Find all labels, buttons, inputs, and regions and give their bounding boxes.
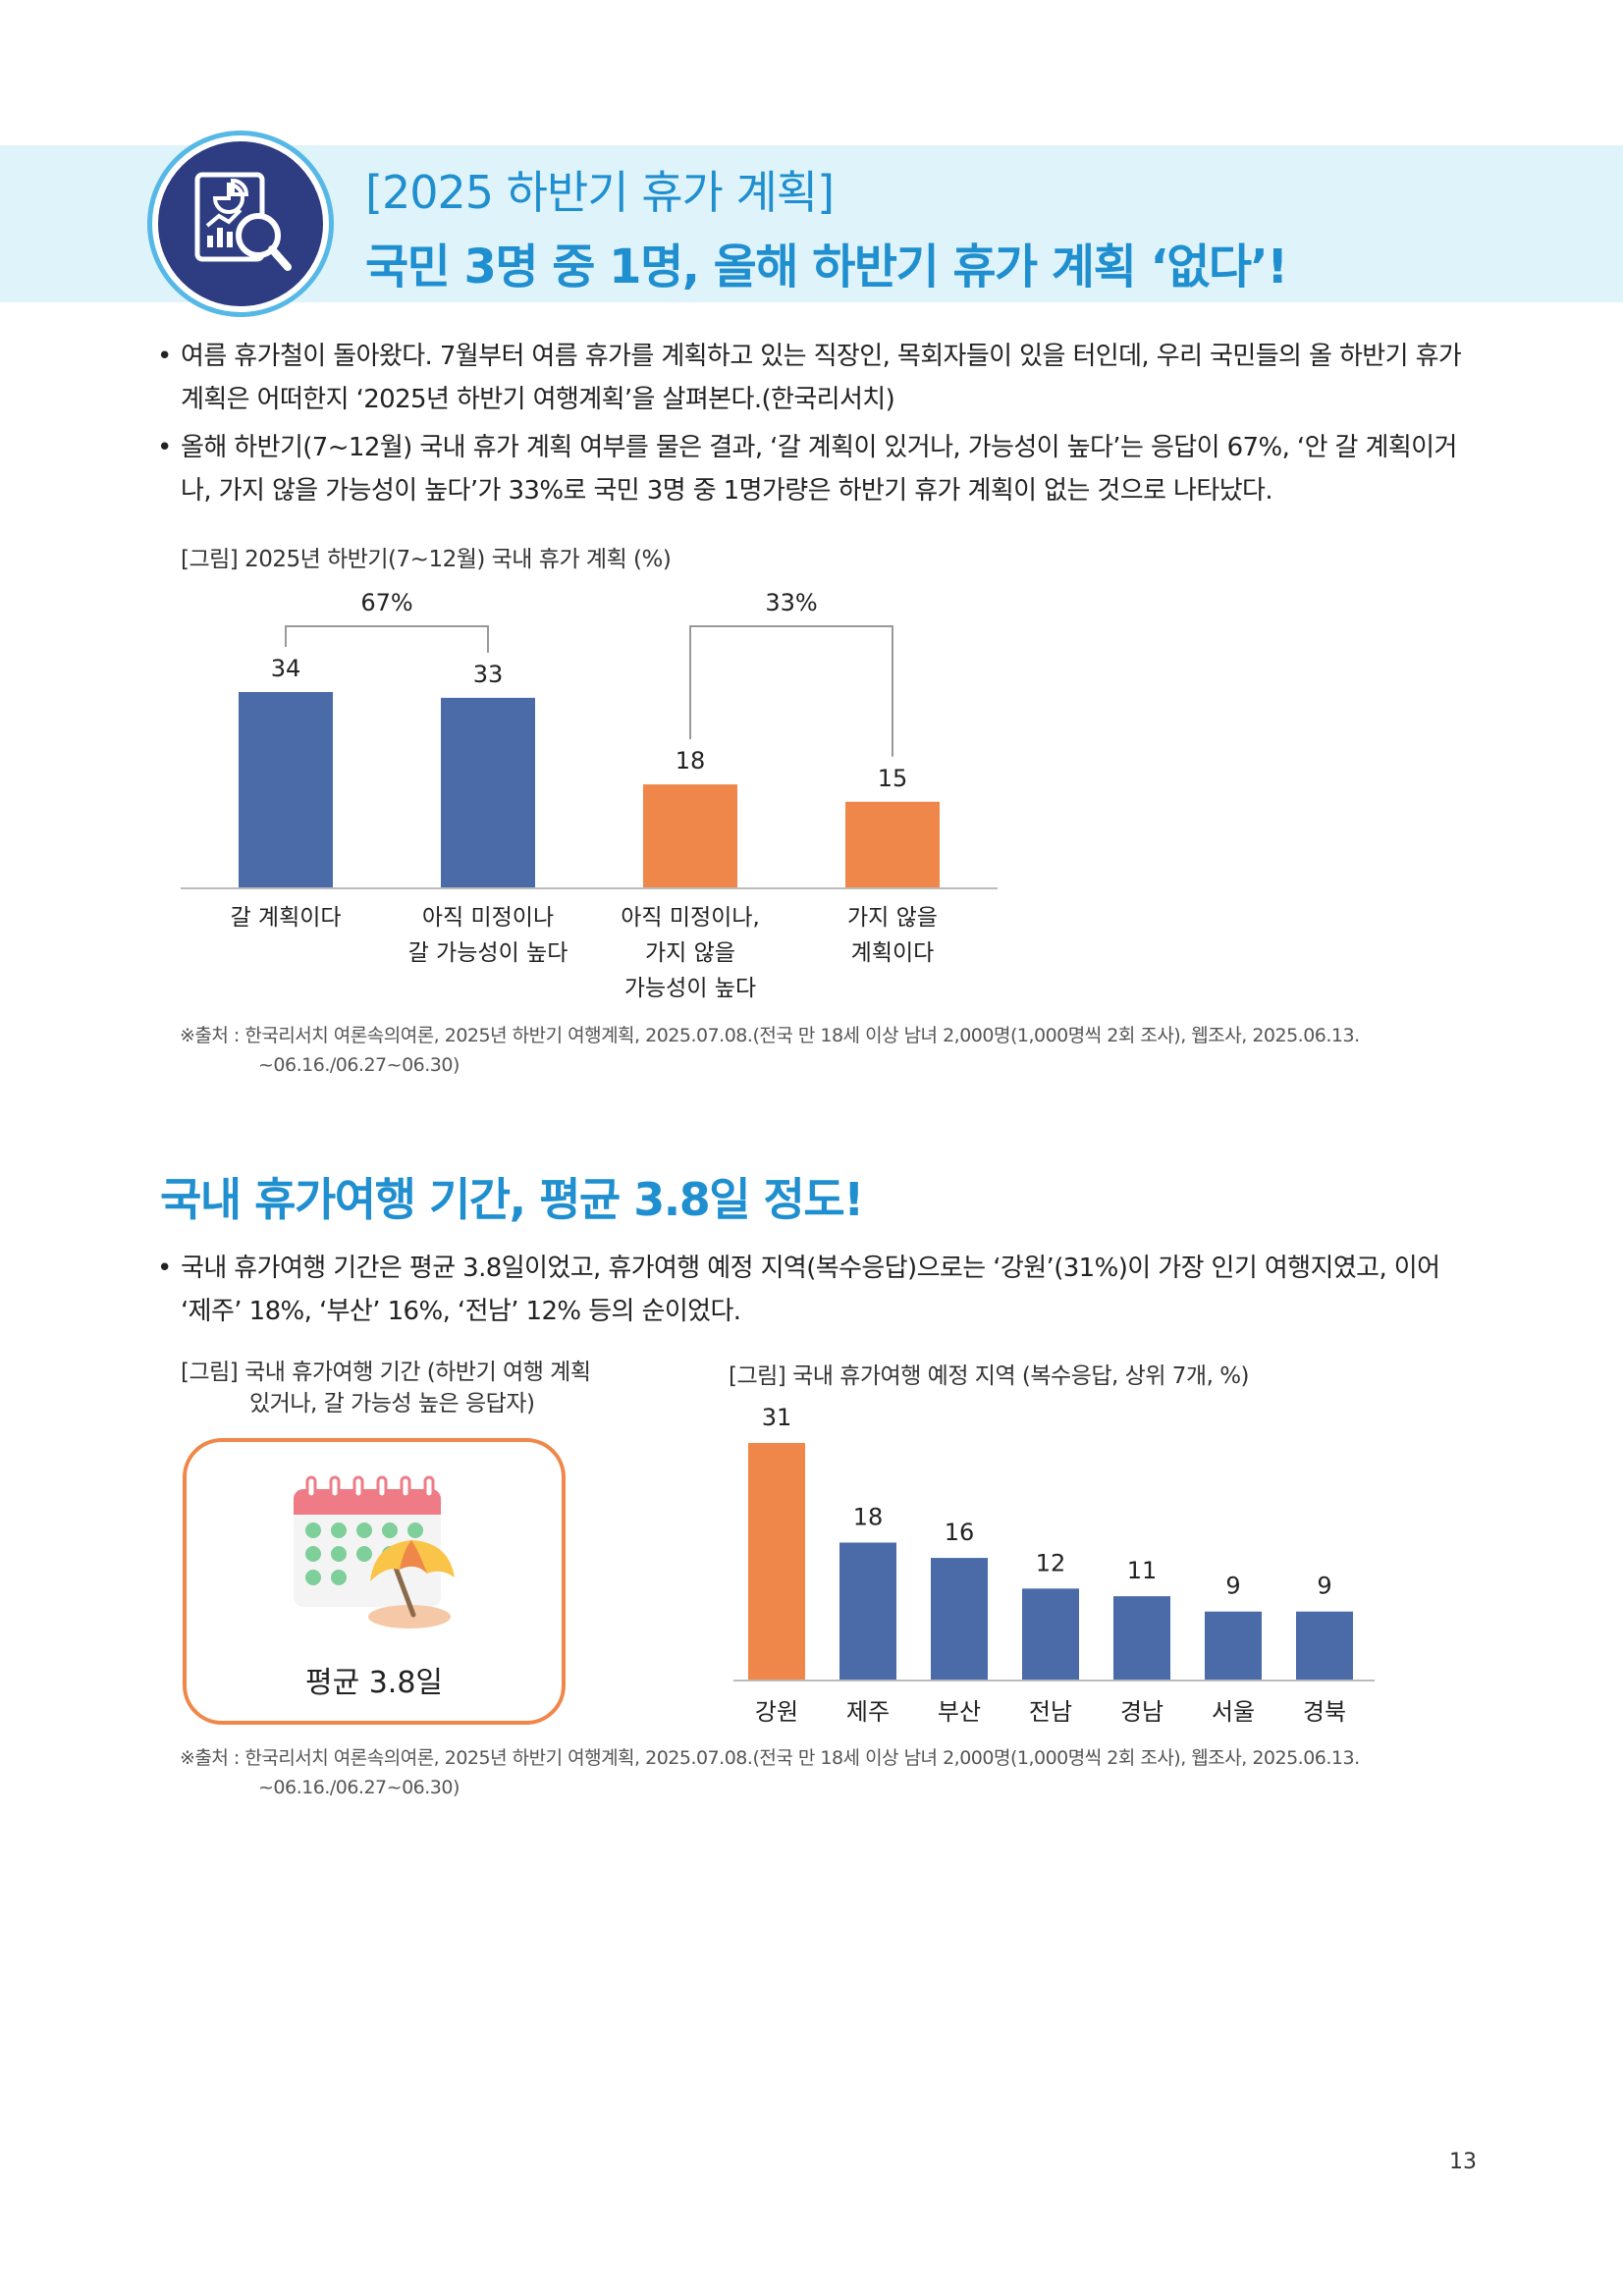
figure2-caption: [그림] 국내 휴가여행 기간 (하반기 여행 계획 있거나, 갈 가능성 높은…	[181, 1357, 591, 1419]
category-label: 경북	[1303, 1698, 1346, 1726]
intro-bullet-2: • 올해 하반기(7~12월) 국내 휴가 계획 여부를 물은 결과, ‘갈 계…	[157, 426, 1473, 512]
category-label: 아직 미정이나,	[621, 905, 760, 931]
header-headline: 국민 3명 중 1명, 올해 하반기 휴가 계획 ‘없다’!	[365, 240, 1288, 294]
bar	[839, 1542, 896, 1681]
bar	[845, 801, 940, 888]
bullet-dot: •	[157, 342, 172, 371]
bullet-dot: •	[157, 433, 172, 462]
value-label: 18	[853, 1503, 884, 1530]
average-duration-label: 평균 3.8일	[304, 1666, 444, 1700]
page-number: 13	[1449, 2150, 1477, 2174]
bar	[748, 1443, 805, 1681]
section2-bullet-text: 국내 휴가여행 기간은 평균 3.8일이었고, 휴가여행 예정 지역(복수응답)…	[181, 1254, 1440, 1326]
value-label: 31	[762, 1404, 792, 1431]
category-label: 계획이다	[851, 940, 935, 966]
value-label: 18	[676, 747, 706, 774]
intro-bullet-text: 올해 하반기(7~12월) 국내 휴가 계획 여부를 물은 결과, ‘갈 계획이…	[181, 433, 1457, 506]
section-title: 국내 휴가여행 기간, 평균 3.8일 정도!	[160, 1173, 864, 1226]
value-label: 16	[945, 1519, 975, 1546]
category-label: 가지 않을	[645, 940, 735, 966]
value-label: 33	[473, 661, 504, 688]
bar	[1296, 1611, 1353, 1681]
category-label: 갈 계획이다	[230, 905, 341, 931]
group-label: 33%	[765, 589, 817, 616]
header-title: [2025 하반기 휴가 계획]	[365, 166, 835, 219]
group-bracket	[285, 625, 489, 653]
average-duration-card: 평균 3.8일	[183, 1438, 566, 1725]
category-label: 서울	[1212, 1698, 1255, 1726]
bar	[441, 697, 535, 888]
value-label: 9	[1317, 1573, 1331, 1600]
bar	[1113, 1596, 1170, 1681]
category-label: 경남	[1120, 1698, 1163, 1726]
value-label: 11	[1127, 1557, 1158, 1584]
category-label: 제주	[846, 1698, 890, 1726]
section2-bullet: • 국내 휴가여행 기간은 평균 3.8일이었고, 휴가여행 예정 지역(복수응…	[157, 1247, 1473, 1333]
group-label: 67%	[360, 589, 412, 616]
value-label: 34	[271, 655, 301, 682]
bar	[239, 692, 333, 888]
intro-bullet-1: • 여름 휴가철이 돌아왔다. 7월부터 여름 휴가를 계획하고 있는 직장인,…	[157, 335, 1473, 421]
caption-line: 있거나, 갈 가능성 높은 응답자)	[249, 1391, 535, 1416]
destination-region-chart: 31 강원 18 제주 16 부산 12 전남 11 경남 9 서울 9 경북	[733, 1404, 1375, 1726]
value-label: 9	[1225, 1573, 1240, 1600]
calendar-beach-umbrella-icon	[294, 1475, 455, 1629]
caption-line: [그림] 국내 휴가여행 기간 (하반기 여행 계획	[181, 1360, 591, 1385]
source-line: ※출처 : 한국리서치 여론속의여론, 2025년 하반기 여행계획, 2025…	[180, 1747, 1360, 1769]
category-label: 강원	[755, 1698, 798, 1726]
bar	[1205, 1611, 1262, 1681]
figure3-source: ※출처 : 한국리서치 여론속의여론, 2025년 하반기 여행계획, 2025…	[180, 1743, 1456, 1802]
category-label: 부산	[938, 1698, 981, 1726]
value-label: 12	[1036, 1549, 1066, 1576]
report-magnifier-icon	[152, 135, 329, 312]
category-label: 갈 가능성이 높다	[408, 940, 568, 966]
category-label: 전남	[1029, 1698, 1072, 1726]
source-line: ~06.16./06.27~06.30)	[258, 1054, 460, 1076]
category-label: 아직 미정이나	[422, 905, 554, 931]
figure1-caption: [그림] 2025년 하반기(7~12월) 국내 휴가 계획 (%)	[181, 547, 672, 572]
figure3-caption: [그림] 국내 휴가여행 예정 지역 (복수응답, 상위 7개, %)	[729, 1363, 1250, 1389]
figure1-source: ※출처 : 한국리서치 여론속의여론, 2025년 하반기 여행계획, 2025…	[180, 1021, 1456, 1080]
bar	[931, 1558, 988, 1681]
category-label: 가지 않을	[847, 905, 938, 931]
bullet-dot: •	[157, 1254, 172, 1283]
source-line: ~06.16./06.27~06.30)	[258, 1777, 460, 1798]
source-line: ※출처 : 한국리서치 여론속의여론, 2025년 하반기 여행계획, 2025…	[180, 1025, 1360, 1046]
category-label: 가능성이 높다	[624, 976, 756, 1001]
intro-bullet-text: 여름 휴가철이 돌아왔다. 7월부터 여름 휴가를 계획하고 있는 직장인, 목…	[181, 342, 1462, 414]
bar	[643, 784, 737, 888]
group-bracket	[689, 625, 893, 757]
bar	[1022, 1588, 1079, 1681]
value-label: 15	[878, 765, 908, 792]
